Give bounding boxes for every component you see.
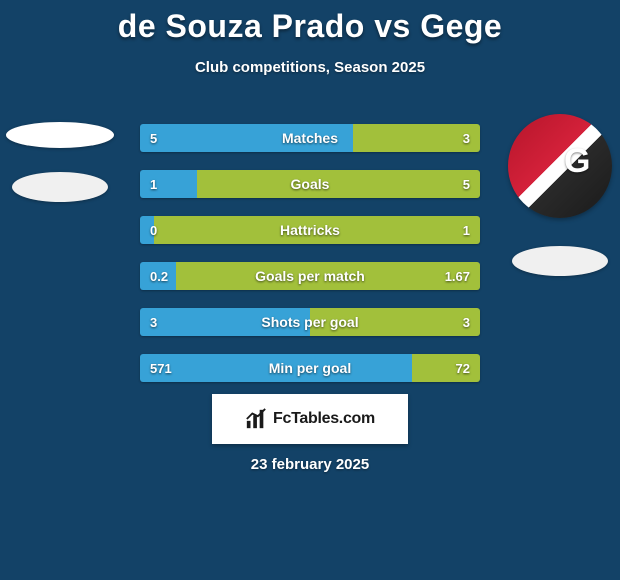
- stat-bar-right: [310, 308, 480, 336]
- stat-bar-right: [353, 124, 481, 152]
- brand-badge[interactable]: FcTables.com: [212, 394, 408, 444]
- stat-row-hattricks: 0 1 Hattricks: [140, 216, 480, 244]
- stat-bar-left: [140, 170, 197, 198]
- stat-row-matches: 5 3 Matches: [140, 124, 480, 152]
- page-subtitle: Club competitions, Season 2025: [0, 59, 620, 76]
- stats-bars: 5 3 Matches 1 5 Goals 0 1 Hattricks 0.2 …: [140, 124, 480, 400]
- stat-bar-right: [176, 262, 480, 290]
- player1-flag: [12, 172, 108, 202]
- brand-text: FcTables.com: [273, 410, 375, 428]
- stat-bar-left: [140, 124, 353, 152]
- stat-row-goals: 1 5 Goals: [140, 170, 480, 198]
- stat-bar-left: [140, 216, 154, 244]
- player2-column: [500, 100, 620, 276]
- stat-row-mpg: 571 72 Min per goal: [140, 354, 480, 382]
- stat-bar-left: [140, 262, 176, 290]
- stat-bar-right: [412, 354, 480, 382]
- stat-row-spg: 3 3 Shots per goal: [140, 308, 480, 336]
- page-title: de Souza Prado vs Gege: [0, 0, 620, 45]
- stat-bar-left: [140, 354, 412, 382]
- player2-avatar: [508, 114, 612, 218]
- stat-bar-left: [140, 308, 310, 336]
- brand-logo-icon: [245, 408, 267, 430]
- player1-column: [0, 100, 120, 202]
- player2-flag: [512, 246, 608, 276]
- stat-bar-right: [154, 216, 480, 244]
- player1-name-pill: [6, 122, 114, 148]
- stat-bar-right: [197, 170, 480, 198]
- stat-row-gpm: 0.2 1.67 Goals per match: [140, 262, 480, 290]
- footer-date: 23 february 2025: [0, 456, 620, 473]
